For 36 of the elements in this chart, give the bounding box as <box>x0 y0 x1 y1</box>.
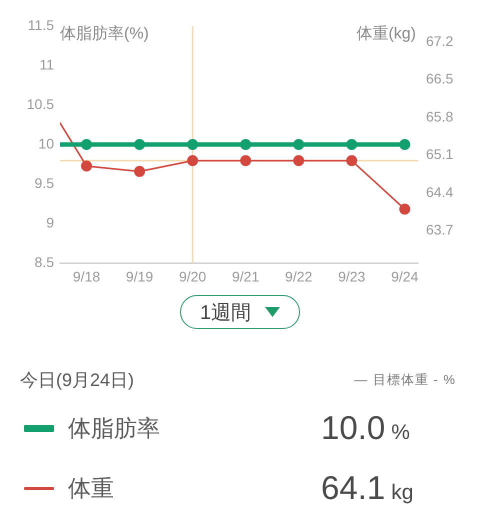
y-axis-title: 体脂肪率(%) <box>60 24 149 42</box>
y2-axis-title: 体重(kg) <box>356 24 416 42</box>
point <box>293 155 304 166</box>
y-tick-label: 10 <box>38 135 54 152</box>
x-tick-label: 9/23 <box>338 268 366 284</box>
y-tick-label: 10.5 <box>26 96 54 112</box>
y2-tick-label: 65.1 <box>426 146 454 162</box>
y2-tick-label: 64.4 <box>426 184 454 200</box>
y-tick-label: 9 <box>46 214 54 230</box>
text: 10.0 % <box>321 409 410 446</box>
y-tick-label: 9.5 <box>34 174 54 191</box>
x-tick-label: 9/22 <box>285 268 313 284</box>
point <box>240 155 252 166</box>
y-tick-label: 11 <box>39 56 54 72</box>
y2-tick-label: 63.7 <box>426 222 454 238</box>
x-tick-label: 9/20 <box>178 268 206 284</box>
point <box>187 155 198 166</box>
point <box>346 155 358 166</box>
text: 64.1 kg <box>321 469 414 506</box>
text: — 目標体重 - % <box>354 371 456 388</box>
x-tick-label: 9/21 <box>232 268 260 284</box>
legend-label: 体脂肪率 <box>68 414 160 442</box>
point <box>134 166 146 177</box>
y-tick-label: 8.5 <box>34 254 54 270</box>
x-tick-label: 9/18 <box>72 268 100 284</box>
y2-tick-label: 65.8 <box>426 108 454 124</box>
legend-label: 体重 <box>68 474 114 502</box>
y-tick-label: 11.5 <box>28 16 54 33</box>
x-tick-label: 9/19 <box>126 268 154 284</box>
y2-tick-label: 67.2 <box>426 33 454 50</box>
y2-tick-label: 66.5 <box>426 70 454 87</box>
dropdown: 1週間 <box>180 295 300 329</box>
text: 今日(9月24日) <box>20 369 134 391</box>
point <box>399 204 410 215</box>
point <box>81 160 92 172</box>
x-tick-label: 9/24 <box>391 268 419 284</box>
